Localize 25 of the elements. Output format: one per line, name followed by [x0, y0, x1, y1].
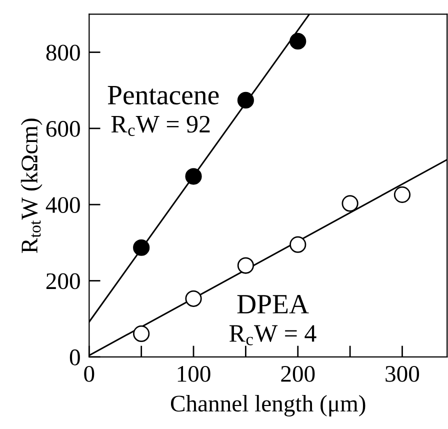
point: [237, 92, 254, 109]
point: [394, 186, 411, 203]
annotation: R$_{c}$W = 92: [111, 116, 210, 136]
y-tick-label: 800: [46, 44, 80, 61]
y-tick-label: 400: [46, 197, 80, 214]
annotation: R$_{c}$W = 4: [230, 325, 316, 346]
series-label: DPEA: [237, 294, 309, 314]
y-axis-title: R$_{tot}$W (kΩcm): [20, 118, 42, 253]
point: [237, 257, 254, 274]
y-tick-label: 0: [70, 349, 80, 366]
x-tick-label: 300: [386, 366, 420, 382]
y-tick-label: 200: [46, 273, 80, 290]
series-label: Pentacene: [108, 86, 219, 104]
point: [185, 290, 202, 307]
point: [342, 195, 358, 212]
x-tick-label: 100: [178, 366, 210, 382]
y-tick-label: 600: [46, 120, 80, 137]
point: [290, 32, 306, 50]
point: [133, 325, 150, 342]
point: [133, 239, 150, 256]
x-axis-title: Channel length (μm): [170, 395, 366, 416]
point: [290, 236, 306, 253]
x-tick-label: 200: [281, 366, 315, 382]
x-tick-label: 0: [84, 366, 94, 382]
point: [185, 168, 202, 185]
